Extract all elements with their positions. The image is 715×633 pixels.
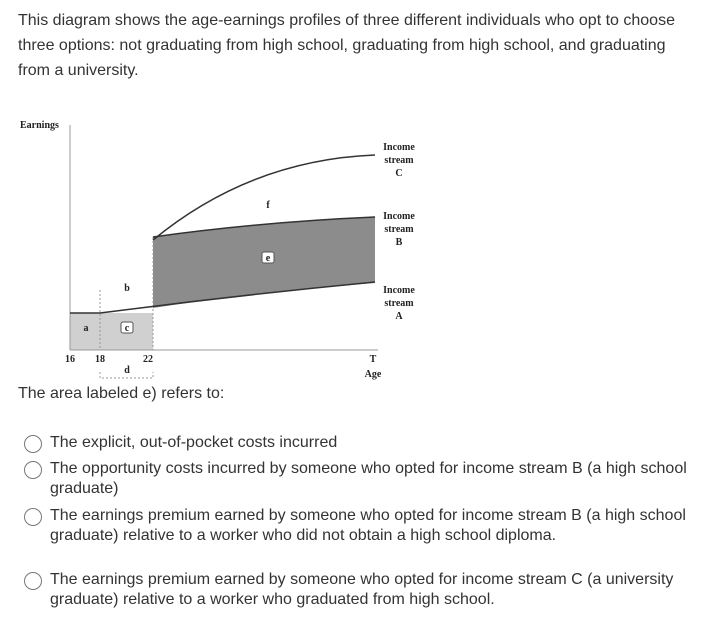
stream-b — [152, 216, 376, 238]
label-box — [120, 321, 134, 334]
stream-name-line: stream — [384, 155, 414, 166]
tick: 18 — [95, 354, 105, 365]
stream-name-line: stream — [384, 298, 414, 309]
intro: This diagram shows the age-earnings prof… — [18, 12, 675, 79]
stream-letter: A — [395, 311, 403, 322]
tick: 16 — [65, 354, 75, 365]
bracket — [99, 372, 154, 379]
tick: 22 — [143, 354, 153, 365]
stream-a — [70, 281, 376, 314]
option-text: The earnings premium earned by someone w… — [50, 571, 674, 608]
region-label: f — [266, 200, 270, 211]
option[interactable]: The explicit, out-of-pocket costs incurr… — [24, 433, 694, 453]
x-label: Age — [365, 369, 382, 380]
radio[interactable] — [24, 572, 42, 590]
stream-letter: C — [395, 168, 402, 179]
stream-letter: B — [396, 237, 403, 248]
tick: T — [370, 354, 377, 365]
region-label: d — [124, 365, 130, 376]
radio[interactable] — [24, 508, 42, 526]
region-label: b — [124, 283, 130, 294]
label-box — [261, 251, 275, 264]
stream-name: Income stream — [383, 285, 415, 309]
stream-name: Income stream — [383, 142, 415, 166]
question: The area labeled e) refers to: — [18, 385, 225, 402]
region-ac — [70, 313, 153, 350]
stream-c — [152, 154, 376, 241]
region-label: a — [84, 323, 89, 334]
option[interactable]: The earnings premium earned by someone w… — [24, 570, 694, 610]
stream-name: Income stream — [383, 211, 415, 235]
radio[interactable] — [24, 435, 42, 453]
region-label: e — [266, 253, 271, 264]
y-label: Earnings — [20, 120, 59, 131]
option-text: The earnings premium earned by someone w… — [50, 507, 686, 544]
option-text: The opportunity costs incurred by someon… — [50, 460, 687, 497]
region-label: c — [125, 323, 130, 334]
option-text: The explicit, out-of-pocket costs incurr… — [50, 434, 338, 451]
stream-name-line: stream — [384, 224, 414, 235]
radio[interactable] — [24, 461, 42, 479]
option[interactable]: The earnings premium earned by someone w… — [24, 506, 694, 546]
option[interactable]: The opportunity costs incurred by someon… — [24, 459, 694, 499]
